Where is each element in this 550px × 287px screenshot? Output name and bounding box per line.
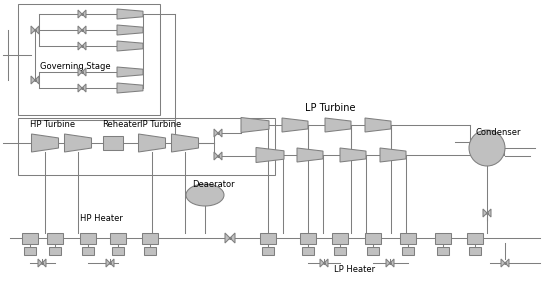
Polygon shape xyxy=(483,209,487,217)
Polygon shape xyxy=(38,259,42,267)
Text: IP Turbine: IP Turbine xyxy=(140,120,182,129)
Bar xyxy=(82,247,94,255)
Bar xyxy=(300,232,316,243)
Text: Condenser: Condenser xyxy=(476,128,521,137)
Bar xyxy=(435,232,451,243)
Polygon shape xyxy=(139,134,166,152)
Bar xyxy=(302,247,314,255)
Polygon shape xyxy=(78,68,82,76)
Polygon shape xyxy=(214,129,218,137)
Polygon shape xyxy=(82,68,86,76)
Bar xyxy=(262,247,274,255)
Bar xyxy=(367,247,379,255)
Ellipse shape xyxy=(186,184,224,206)
Polygon shape xyxy=(82,10,86,18)
Polygon shape xyxy=(35,76,39,84)
Polygon shape xyxy=(78,10,82,18)
Bar xyxy=(144,247,156,255)
Text: HP Heater: HP Heater xyxy=(80,214,123,223)
Bar xyxy=(112,247,124,255)
Text: HP Turbine: HP Turbine xyxy=(30,120,75,129)
Text: Governing Stage: Governing Stage xyxy=(40,62,111,71)
Polygon shape xyxy=(241,117,269,133)
Polygon shape xyxy=(82,26,86,34)
Polygon shape xyxy=(386,259,390,267)
Bar xyxy=(80,232,96,243)
Polygon shape xyxy=(35,26,39,34)
Polygon shape xyxy=(225,233,230,243)
Polygon shape xyxy=(365,118,391,132)
Bar xyxy=(467,232,483,243)
Polygon shape xyxy=(172,134,199,152)
Polygon shape xyxy=(324,259,328,267)
Polygon shape xyxy=(64,134,91,152)
Bar xyxy=(332,232,348,243)
Polygon shape xyxy=(218,152,222,160)
Text: LP Heater: LP Heater xyxy=(334,265,376,274)
Polygon shape xyxy=(256,148,284,162)
Polygon shape xyxy=(297,148,323,162)
Polygon shape xyxy=(218,129,222,137)
Polygon shape xyxy=(117,41,143,51)
Polygon shape xyxy=(78,26,82,34)
Bar xyxy=(365,232,381,243)
Polygon shape xyxy=(78,84,82,92)
Bar xyxy=(18,118,275,175)
Polygon shape xyxy=(487,209,491,217)
Bar xyxy=(437,247,449,255)
Polygon shape xyxy=(325,118,351,132)
Bar xyxy=(260,232,276,243)
Polygon shape xyxy=(31,26,35,34)
Polygon shape xyxy=(282,118,308,132)
Polygon shape xyxy=(505,259,509,267)
Polygon shape xyxy=(82,84,86,92)
Bar xyxy=(402,247,414,255)
Bar xyxy=(47,232,63,243)
Circle shape xyxy=(469,130,505,166)
Polygon shape xyxy=(82,42,86,50)
Polygon shape xyxy=(117,9,143,19)
Polygon shape xyxy=(117,83,143,93)
Polygon shape xyxy=(106,259,110,267)
Bar xyxy=(18,4,160,115)
Polygon shape xyxy=(230,233,235,243)
Bar xyxy=(110,232,126,243)
Polygon shape xyxy=(31,134,58,152)
Bar xyxy=(49,247,61,255)
Bar xyxy=(22,232,38,243)
Polygon shape xyxy=(42,259,46,267)
Polygon shape xyxy=(390,259,394,267)
Polygon shape xyxy=(320,259,324,267)
Bar xyxy=(103,136,123,150)
Polygon shape xyxy=(501,259,505,267)
Polygon shape xyxy=(110,259,114,267)
Polygon shape xyxy=(214,152,218,160)
Text: LP Turbine: LP Turbine xyxy=(305,103,355,113)
Polygon shape xyxy=(380,148,406,162)
Bar xyxy=(24,247,36,255)
Polygon shape xyxy=(31,76,35,84)
Bar xyxy=(334,247,346,255)
Polygon shape xyxy=(117,67,143,77)
Text: Reheater: Reheater xyxy=(102,120,140,129)
Bar xyxy=(469,247,481,255)
Bar xyxy=(400,232,416,243)
Polygon shape xyxy=(340,148,366,162)
Bar xyxy=(142,232,158,243)
Polygon shape xyxy=(78,42,82,50)
Polygon shape xyxy=(117,25,143,35)
Text: Deaerator: Deaerator xyxy=(192,180,235,189)
